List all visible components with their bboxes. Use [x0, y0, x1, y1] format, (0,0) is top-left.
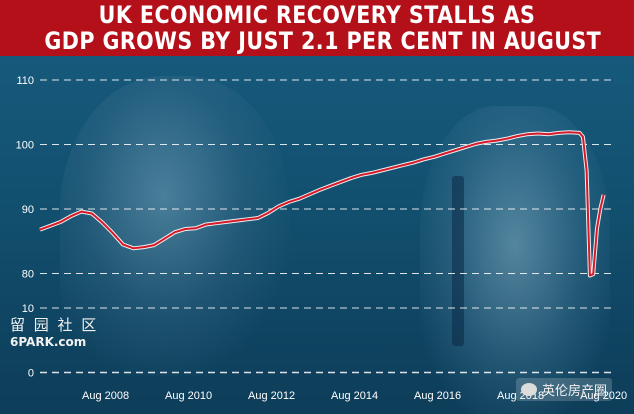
data-point-47: [526, 133, 529, 136]
data-point-5: [91, 212, 93, 215]
line-chart: 0 10 80 90 100 110 Aug 2008 Aug 2010 Aug 2012 Aug…: [16, 75, 628, 402]
data-point-9: [132, 247, 135, 250]
gridlines: [40, 79, 614, 374]
data-point-14: [184, 228, 187, 230]
x-tick-label-0: Aug 2008: [82, 390, 129, 402]
data-point-7: [111, 232, 114, 234]
background-figure-left: [60, 76, 290, 376]
series-line-outline-0: [39, 130, 606, 278]
data-point-40: [454, 149, 456, 152]
watermark-wechat: 英伦房产圈: [516, 378, 613, 401]
data-point-49: [547, 133, 550, 136]
data-point-0: [39, 228, 41, 231]
data-point-25: [298, 197, 301, 200]
background-figure-right: [420, 106, 610, 414]
data-point-15: [194, 227, 197, 230]
series-layer: [39, 130, 606, 278]
wechat-icon: [521, 383, 537, 396]
x-tick-label-6: Aug 2020: [580, 390, 627, 402]
data-point-36: [412, 161, 415, 164]
data-point-50: [557, 132, 560, 134]
y-tick-label-0: 0: [28, 368, 34, 380]
data-point-27: [319, 188, 322, 191]
data-point-52: [578, 132, 581, 134]
data-point-54: [585, 169, 588, 172]
data-point-34: [391, 166, 394, 169]
x-tick-label-4: Aug 2016: [414, 390, 461, 402]
data-point-31: [360, 173, 363, 176]
data-point-28: [329, 184, 332, 187]
x-tick-label-2: Aug 2012: [248, 390, 295, 402]
data-point-13: [174, 231, 176, 234]
data-point-38: [433, 155, 436, 158]
data-point-18: [225, 221, 228, 223]
x-tick-label-1: Aug 2010: [165, 390, 212, 402]
data-point-26: [308, 193, 311, 196]
data-point-46: [516, 135, 519, 137]
data-point-32: [371, 172, 373, 174]
watermark-6park-chars: 留 园 社 区: [10, 316, 99, 334]
data-point-58: [599, 208, 602, 210]
data-point-41: [464, 146, 467, 148]
data-point-55: [589, 274, 591, 277]
data-point-16: [205, 223, 207, 226]
data-point-10: [142, 246, 145, 249]
watermark-6park-site: 6PARK.com: [10, 335, 87, 349]
data-point-12: [163, 237, 166, 240]
data-point-22: [267, 212, 270, 214]
data-point-17: [215, 222, 218, 225]
data-point-56: [592, 273, 595, 276]
data-point-21: [257, 217, 259, 219]
data-point-59: [602, 193, 605, 196]
axis-ticks: 0 10 80 90 100 110 Aug 2008 Aug 2010 Aug 2012 Aug…: [16, 75, 628, 402]
data-point-53: [582, 135, 584, 138]
plot-area: 0 10 80 90 100 110 Aug 2008 Aug 2010 Aug 2012 Aug…: [0, 56, 634, 414]
data-point-30: [350, 177, 353, 179]
data-point-57: [596, 227, 598, 230]
y-tick-label-110: 110: [16, 75, 34, 87]
chart-title-line-1: UK ECONOMIC RECOVERY STALLS AS: [98, 1, 536, 29]
series-line-0: [39, 131, 605, 277]
chart-title-line-2: GDP GROWS BY JUST 2.1 PER CENT IN AUGUST: [44, 27, 602, 55]
data-point-42: [474, 143, 477, 145]
y-tick-label-90: 90: [22, 204, 34, 216]
data-point-39: [443, 152, 446, 155]
data-point-45: [506, 137, 508, 140]
data-point-8: [122, 243, 124, 246]
watermark-wechat-text: 英伦房产圈: [542, 384, 608, 399]
data-point-1: [49, 224, 52, 227]
data-point-29: [340, 181, 342, 183]
data-point-48: [537, 132, 539, 135]
data-point-3: [70, 215, 72, 218]
title-banner: UK ECONOMIC RECOVERY STALLS AS GDP GROWS…: [0, 0, 634, 56]
data-point-11: [153, 244, 156, 247]
data-point-33: [381, 169, 384, 172]
data-point-19: [236, 219, 239, 222]
data-point-20: [246, 218, 249, 221]
data-point-2: [59, 221, 62, 223]
y-tick-label-10: 10: [22, 303, 34, 315]
data-point-24: [288, 201, 290, 203]
watermark-6park: 留 园 社 区 6PARK.com: [10, 314, 98, 349]
data-point-4: [80, 210, 83, 213]
data-point-44: [495, 139, 498, 142]
data-point-23: [277, 205, 280, 208]
background-figure-right-tie: [452, 176, 464, 346]
y-tick-label-100: 100: [16, 140, 34, 152]
x-tick-label-3: Aug 2014: [331, 390, 378, 402]
y-tick-label-80: 80: [22, 269, 34, 281]
data-point-51: [568, 131, 571, 134]
data-point-35: [402, 164, 405, 166]
data-point-6: [101, 221, 104, 224]
data-point-43: [485, 141, 488, 143]
data-point-37: [423, 158, 425, 161]
